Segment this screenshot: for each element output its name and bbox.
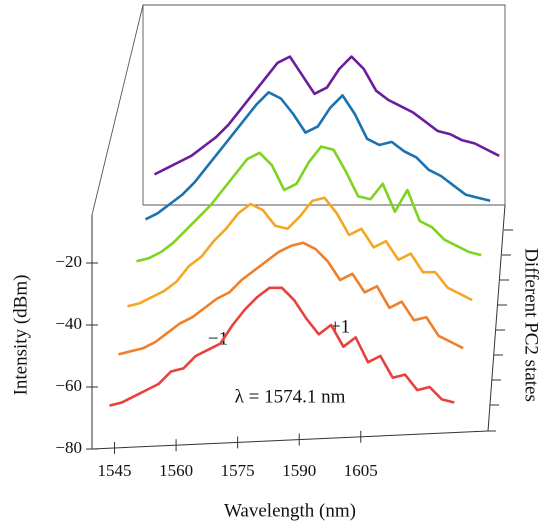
- spectrum-line: [109, 286, 455, 407]
- x-tick-label: 1545: [98, 461, 132, 480]
- x-tick-label: 1575: [221, 461, 255, 480]
- annotation: −1: [208, 328, 228, 349]
- x-axis: [91, 430, 489, 450]
- depth-axis: [487, 204, 506, 432]
- y-tick-label: −80: [55, 438, 82, 457]
- y-tick-label: −60: [55, 376, 82, 395]
- x-tick-label: 1605: [344, 461, 378, 480]
- spectrum-line: [136, 145, 482, 263]
- y-tick-label: −40: [55, 314, 82, 333]
- y-tick-label: −20: [55, 252, 82, 271]
- frame: [91, 4, 513, 450]
- back-panel: [142, 4, 506, 205]
- depth-axis-label: Different PC2 states: [521, 248, 542, 402]
- annotation: λ = 1574.1 nm: [235, 386, 346, 407]
- x-axis-label: Wavelength (nm): [224, 500, 356, 521]
- x-tick-label: 1560: [159, 461, 193, 480]
- spectrum-line: [144, 91, 491, 221]
- spectrum-line: [118, 241, 464, 356]
- y-axis-label: Intensity (dBm): [10, 275, 31, 396]
- spectrum-line: [127, 196, 473, 308]
- x-tick-label: 1590: [282, 461, 316, 480]
- depth-edge: [91, 4, 144, 216]
- spectrum-line: [153, 55, 500, 176]
- depth-ticks: [487, 229, 513, 432]
